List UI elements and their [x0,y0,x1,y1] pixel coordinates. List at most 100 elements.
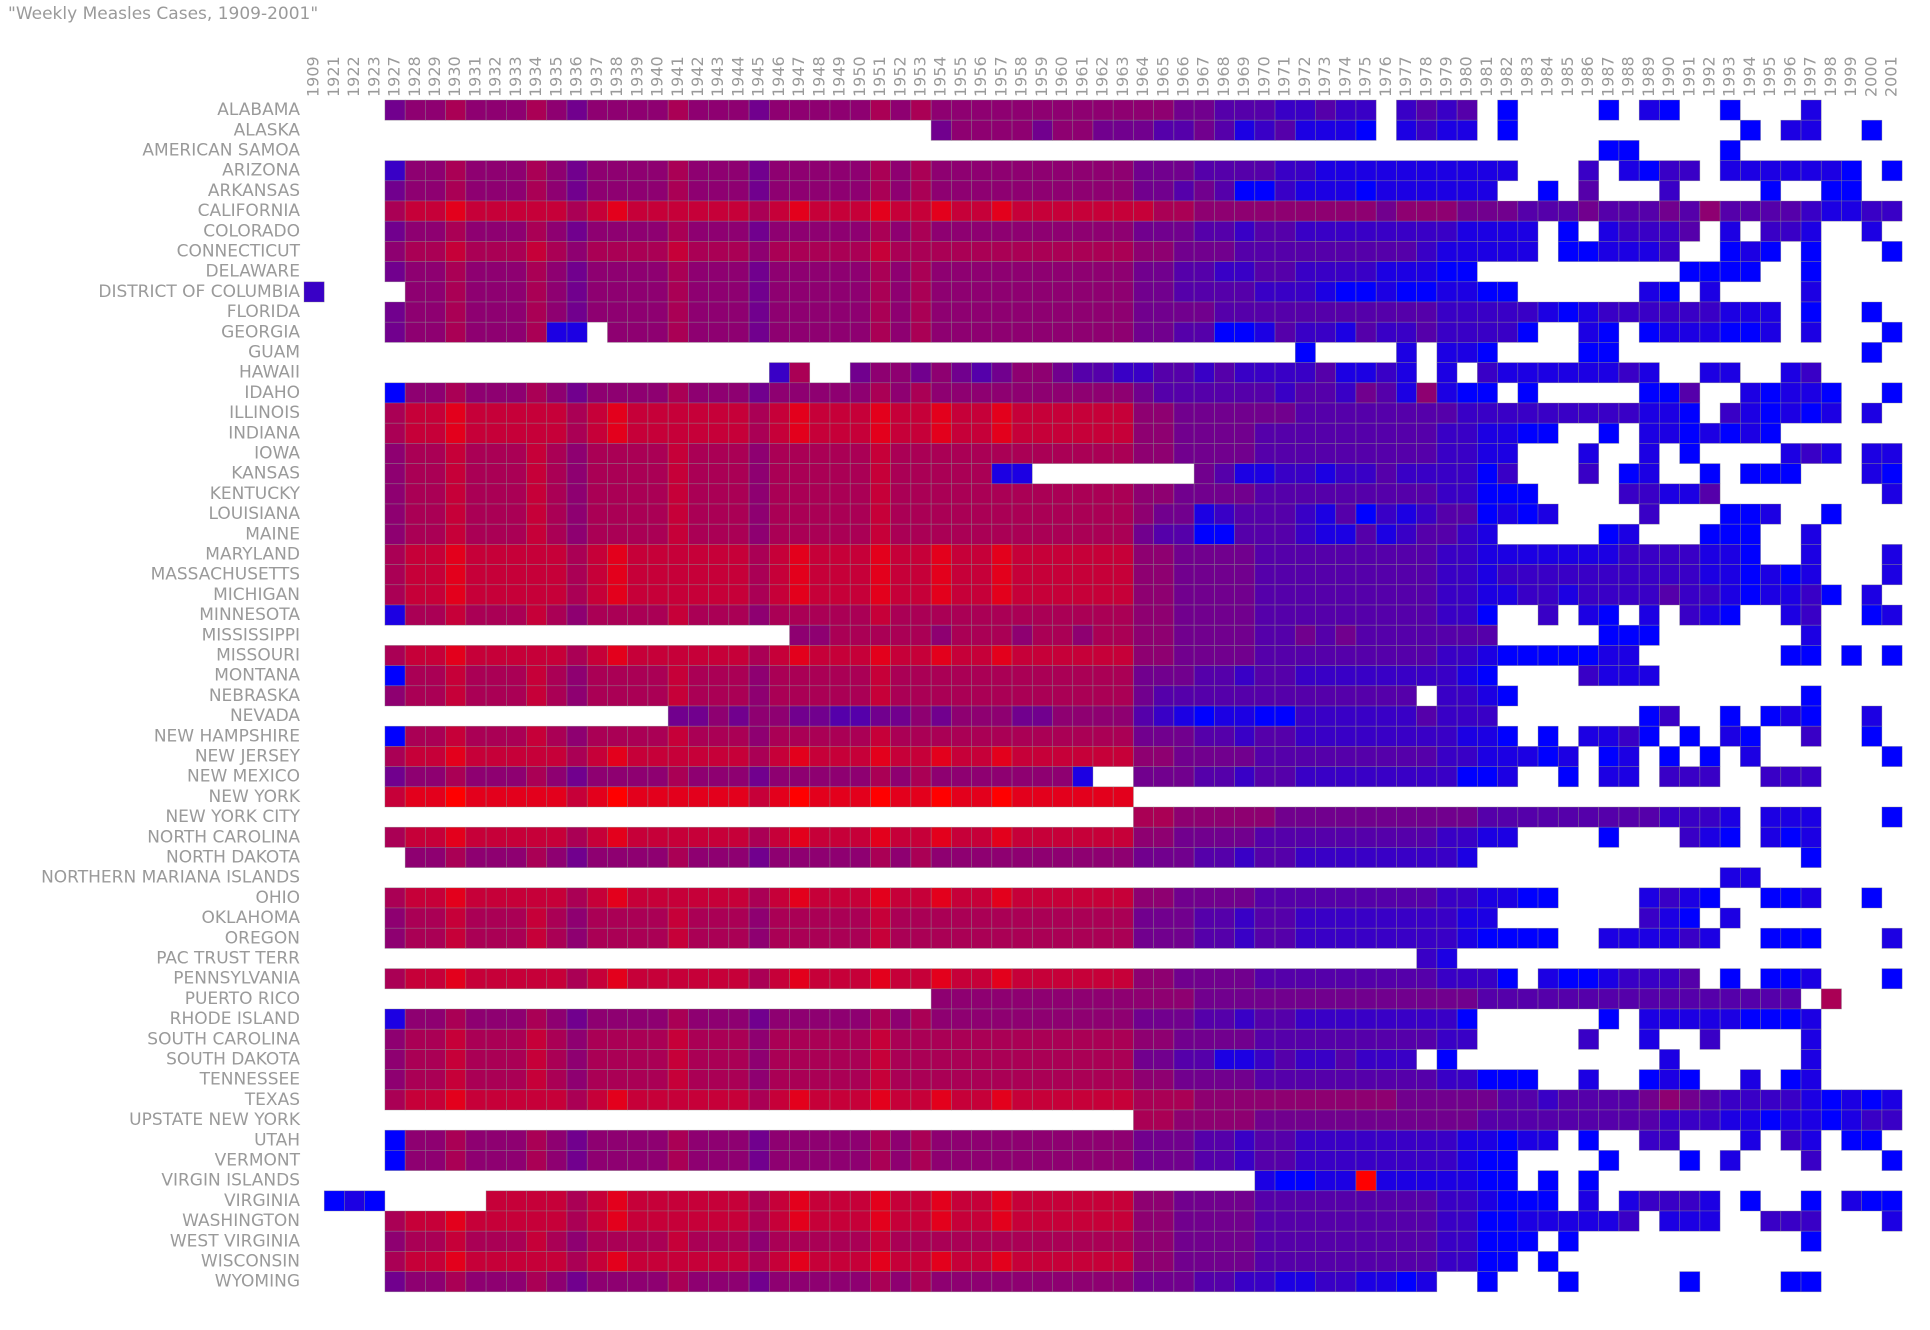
cell [1112,786,1134,808]
cell [849,503,871,525]
cell [1254,220,1276,242]
cell [1092,503,1114,525]
cell [465,200,487,222]
cell [1072,564,1094,586]
cell [829,523,851,545]
cell [1072,1049,1094,1070]
cell [1274,847,1296,868]
cell [1638,584,1660,606]
cell [445,847,467,868]
cell [1173,604,1195,626]
cell [1800,826,1822,848]
cell [627,1251,649,1272]
cell [768,826,790,848]
cell [849,847,871,868]
cell [485,907,507,929]
cell [1274,746,1296,767]
cell [1011,382,1033,404]
cell [789,968,811,990]
cell [667,402,689,424]
cell [1193,746,1215,767]
cell [1436,503,1458,525]
cell [465,685,487,707]
cell [526,1251,548,1272]
cell [1416,1129,1438,1151]
cell [688,968,709,990]
cell [546,826,568,848]
cell [627,584,649,606]
cell [910,261,932,283]
cell [404,241,426,262]
cell [1800,1150,1822,1171]
cell [1800,160,1822,182]
cell [1315,624,1337,646]
cell [1699,988,1721,1010]
cell [849,746,871,767]
cell [1881,746,1903,767]
cell [445,523,467,545]
cell [1133,887,1154,909]
cell [1214,382,1235,404]
cell [546,402,568,424]
cell [465,220,487,242]
cell [1699,463,1721,485]
cell [1396,604,1417,626]
cell [1092,241,1114,262]
cell [971,927,993,949]
cell [1072,988,1094,1010]
cell [667,422,689,444]
cell [951,261,972,283]
cell [1133,806,1154,828]
cell [849,362,871,384]
cell [1112,180,1134,202]
y-tick-label: PUERTO RICO [185,989,300,1009]
cell [1011,1089,1033,1111]
cell [1294,1190,1316,1212]
cell [1456,119,1478,141]
cell [1679,160,1701,182]
cell [951,1008,972,1030]
cell [607,1150,628,1171]
cell [566,241,588,262]
cell [627,503,649,525]
cell [930,645,952,666]
cell [708,1271,730,1293]
cell [748,503,770,525]
cell [1153,1028,1175,1050]
cell [485,766,507,788]
cell [384,1008,406,1030]
cell [647,1190,669,1212]
cell [1679,766,1701,788]
cell [404,99,426,121]
cell [1193,1251,1215,1272]
cell [688,422,709,444]
cell [485,1271,507,1293]
cell [586,564,608,586]
cell [1031,180,1053,202]
cell [1396,746,1417,767]
cell [1659,301,1680,323]
cell [1193,119,1215,141]
cell [1800,705,1822,727]
cell [1557,241,1579,262]
cell [627,180,649,202]
cell [1861,1109,1883,1131]
cell [1355,746,1377,767]
cell [485,544,507,565]
cell [465,321,487,343]
cell [1497,927,1519,949]
cell [1153,1251,1175,1272]
cell [1092,887,1114,909]
cell [425,725,446,747]
cell [1173,1251,1195,1272]
cell [910,99,932,121]
cell [1214,725,1235,747]
cell [465,786,487,808]
cell [1598,220,1620,242]
cell [1335,463,1357,485]
cell [1396,988,1417,1010]
cell [728,463,750,485]
cell [566,523,588,545]
cell [1315,402,1337,424]
cell [667,1069,689,1091]
